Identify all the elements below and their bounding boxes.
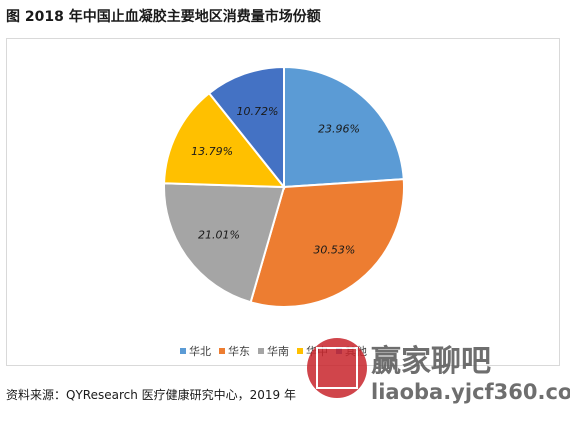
source-note: 资料来源：QYResearch 医疗健康研究中心，2019 年: [6, 388, 296, 402]
pie-slice-4: [163, 91, 287, 189]
watermark-seal-frame: [316, 347, 358, 389]
legend-swatch-4: [297, 348, 303, 354]
pie-chart: 23.96% 30.53% 21.01% 13.79% 10.72%: [163, 65, 405, 308]
legend-label-1: 华北: [189, 345, 211, 358]
legend-swatch-3: [258, 348, 264, 354]
pie-slice-label-2: 30.53%: [313, 244, 355, 257]
watermark-url: liaoba.yjcf360.com: [371, 380, 570, 404]
legend-label-2: 华东: [228, 345, 250, 358]
pie-slice-label-5: 10.72%: [236, 105, 278, 118]
pie-slice-1: [283, 65, 405, 189]
legend-swatch-2: [219, 348, 225, 354]
watermark-seal-logo: [307, 338, 367, 398]
chart-area: 23.96% 30.53% 21.01% 13.79% 10.72%: [6, 38, 560, 366]
pie-slice-5: [207, 65, 285, 190]
pie-slice-label-1: 23.96%: [318, 122, 360, 135]
legend-item-1: 华北: [180, 343, 211, 359]
pie-slice-2: [249, 178, 405, 308]
figure-title: 图 2018 年中国止血凝胶主要地区消费量市场份额: [6, 9, 321, 25]
legend-label-3: 华南: [267, 345, 289, 358]
pie-slice-label-3: 21.01%: [198, 228, 240, 241]
pie-slice-label-4: 13.79%: [191, 145, 233, 158]
legend-swatch-1: [180, 348, 186, 354]
watermark-text: 赢家聊吧: [371, 344, 491, 379]
legend-item-3: 华南: [258, 343, 289, 359]
legend-item-2: 华东: [219, 343, 250, 359]
pie-slice-3: [163, 182, 286, 304]
watermark: 赢家聊吧 liaoba.yjcf360.com: [305, 336, 570, 422]
